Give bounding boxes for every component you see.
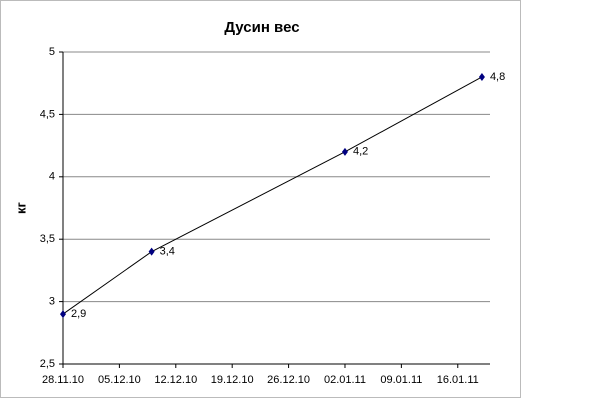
x-tick-label: 19.12.10 (211, 374, 254, 386)
data-point (60, 310, 66, 319)
chart-border (0, 0, 521, 398)
y-tick-label: 4,5 (40, 108, 55, 120)
x-tick-label: 09.01.11 (380, 374, 422, 386)
x-tick-label: 28.11.10 (42, 374, 84, 386)
x-tick-label: 12.12.10 (154, 374, 197, 386)
data-point (478, 72, 485, 81)
data-label: 2,9 (71, 308, 86, 320)
x-tick-label: 26.12.10 (267, 374, 310, 386)
y-tick-label: 3 (49, 296, 55, 308)
data-label: 3,4 (160, 246, 175, 258)
y-axis-label: кг (13, 201, 28, 214)
chart-title: Дусин вес (224, 19, 299, 36)
data-label: 4,2 (353, 146, 368, 158)
y-tick-label: 3,5 (40, 233, 55, 245)
series-line (62, 76, 483, 315)
x-tick-label: 05.12.10 (98, 374, 141, 386)
y-tick-label: 5 (49, 46, 55, 58)
x-tick-label: 02.01.11 (324, 374, 366, 386)
y-tick-label: 2,5 (40, 358, 55, 370)
y-tick-label: 4 (49, 171, 55, 183)
data-point (148, 247, 155, 256)
data-point (341, 147, 348, 156)
data-label: 4,8 (490, 71, 505, 83)
x-tick-label: 16.01.11 (437, 374, 479, 386)
